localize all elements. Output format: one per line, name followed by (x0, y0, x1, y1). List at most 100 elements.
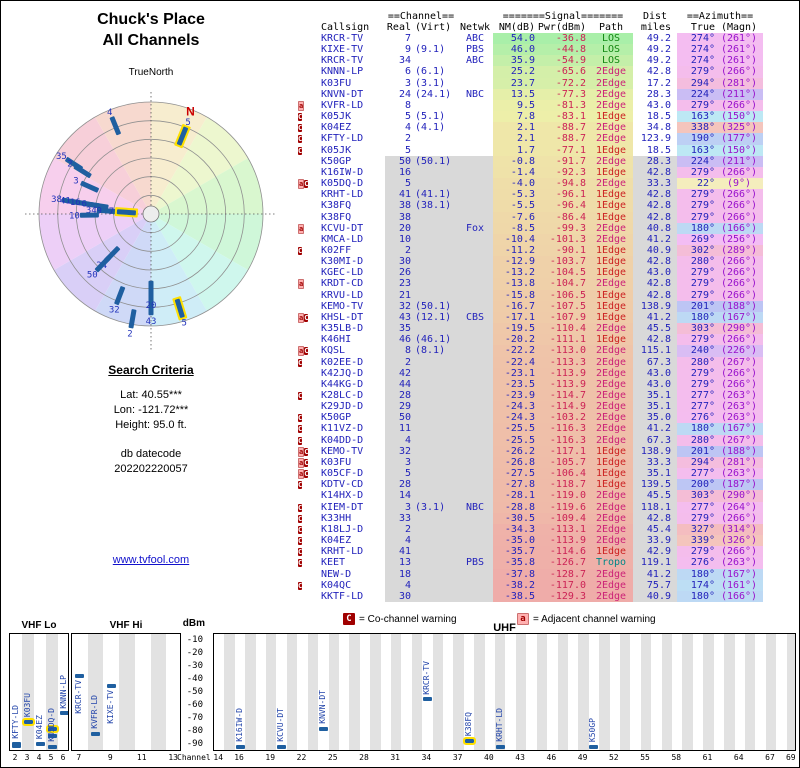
height-value: Height: 95.0 ft. (115, 419, 187, 431)
network-cell (457, 66, 493, 78)
adjacent-channel-badge: a (298, 100, 305, 111)
azimuth-true-cell: 240° (677, 345, 715, 357)
azimuth-magnetic-cell: (161°) (715, 579, 763, 591)
channel-stripe (349, 634, 360, 750)
azimuth-true-cell: 201° (677, 300, 715, 312)
distance-cell: 45.5 (633, 323, 677, 335)
virtual-channel-cell (411, 233, 457, 245)
callsign-cell: KRCR-TV (321, 55, 364, 67)
nm-cell: 25.2 (493, 66, 535, 78)
path-cell: 2Edge (589, 367, 633, 379)
channel-stripe (87, 634, 104, 750)
virtual-channel-cell (411, 490, 457, 502)
table-row: C K04DD-D 4 -25.5 -116.3 2Edge 67.3 280° (267°) (297, 434, 799, 446)
path-cell: 2Edge (589, 77, 633, 89)
bar-callsign-label: KFTY-LD (10, 705, 20, 739)
uhf-label: UHF (493, 622, 516, 634)
distance-cell: 118.1 (633, 501, 677, 513)
callsign-cell: K16IW-D (321, 166, 364, 178)
real-channel-cell: 2 (385, 356, 411, 368)
distance-cell: 115.1 (633, 345, 677, 357)
adjacent-channel-badge: a (298, 446, 305, 457)
power-cell: -65.6 (535, 66, 589, 78)
channel-tick-label: 58 (671, 753, 682, 762)
real-channel-cell: 28 (385, 479, 411, 491)
azimuth-magnetic-cell: (266°) (715, 267, 763, 279)
co-channel-badge: C (298, 124, 303, 133)
table-row: C KEET 13 PBS -35.8 -126.7 Tropo 119.1 276° (263°… (297, 557, 799, 569)
co-channel-badge: C (298, 581, 303, 590)
table-row: aC KQSL 8 (8.1) -22.2 -113.0 2Edge 115.1 240° (22… (297, 345, 799, 357)
power-cell: -106.4 (535, 468, 589, 480)
azimuth-magnetic-cell: (263°) (715, 557, 763, 569)
virtual-channel-cell (411, 222, 457, 234)
adjacent-channel-badge: a (298, 223, 305, 234)
virtual-channel-cell (411, 434, 457, 446)
azimuth-magnetic-cell: (263°) (715, 401, 763, 413)
callsign-cell: KGEC-LD (321, 267, 364, 279)
table-row: KEMO-TV 32 (50.1) -16.7 -107.5 1Edge 138.9 201°… (297, 300, 799, 312)
path-cell: 2Edge (589, 178, 633, 190)
table-row: C K02EE-D 2 -22.4 -113.3 2Edge 67.3 280° (267°) (297, 356, 799, 368)
real-channel-cell: 3 (385, 77, 411, 89)
warning-badges (297, 156, 321, 167)
power-cell: -104.7 (535, 278, 589, 290)
table-rows: KRCR-TV 7 ABC 54.0 -36.8 LOS 49.2 274° (261°) KIX… (297, 33, 799, 602)
table-row: KRVU-LD 21 -15.8 -106.5 1Edge 42.8 279° (266°) (297, 289, 799, 301)
warning-badges (297, 591, 321, 602)
power-cell: -91.7 (535, 155, 589, 167)
network-cell (457, 178, 493, 190)
channel-stripe (328, 634, 339, 750)
callsign-cell: KEET (321, 557, 346, 569)
real-channel-cell: 29 (385, 401, 411, 413)
co-channel-badge: C (304, 180, 309, 189)
network-cell: ABC (457, 55, 493, 67)
nm-cell: -28.1 (493, 490, 535, 502)
callsign-cell: NEW-D (321, 568, 352, 580)
azimuth-true-cell: 279° (677, 267, 715, 279)
power-cell: -116.3 (535, 423, 589, 435)
azimuth-true-cell: 277° (677, 468, 715, 480)
distance-cell: 123.9 (633, 133, 677, 145)
distance-cell: 40.9 (633, 244, 677, 257)
channel-tick-label: 28 (359, 753, 369, 762)
real-channel-cell: 46 (385, 334, 411, 346)
power-cell: -44.8 (535, 44, 589, 56)
distance-cell: 35.0 (633, 412, 677, 424)
warning-badges: aC (297, 345, 321, 357)
warning-badges (297, 44, 321, 55)
path-cell: 1Edge (589, 211, 633, 223)
warning-badges: C (297, 479, 321, 490)
channel-tick-label: 16 (234, 753, 244, 762)
real-channel-cell: 33 (385, 512, 411, 524)
channel-tick-label: 31 (390, 753, 400, 762)
bar-callsign-label: K50GP (588, 717, 598, 742)
path-cell: 2Edge (589, 423, 633, 435)
real-channel-cell: 5 (385, 144, 411, 156)
signal-bar (589, 745, 599, 749)
azimuth-true-header: True (690, 22, 715, 33)
tvfool-link[interactable]: www.tvfool.com (112, 554, 190, 566)
distance-cell: 67.3 (633, 356, 677, 368)
table-row: C K28LC-D 28 -23.9 -114.7 2Edge 35.1 277° (263°) (297, 390, 799, 402)
path-cell: 2Edge (589, 590, 633, 602)
azimuth-magnetic-cell: (9°) (715, 178, 763, 190)
channel-tick-label: 37 (452, 753, 463, 762)
nm-cell: -26.8 (493, 456, 535, 469)
channel-stripe (536, 634, 548, 750)
virtual-channel-cell (411, 568, 457, 580)
adjacent-channel-badge: a (298, 457, 305, 468)
azimuth-magnetic-cell: (266°) (715, 334, 763, 346)
virtual-channel-cell (411, 367, 457, 379)
signal-group-header: =======Signal======= (502, 11, 624, 22)
distance-cell: 119.1 (633, 557, 677, 569)
callsign-cell: K14HX-D (321, 490, 364, 502)
callsign-cell: K05CF-D (321, 468, 364, 480)
azimuth-magnetic-cell: (266°) (715, 66, 763, 78)
network-cell (457, 144, 493, 156)
callsign-cell: KDTV-CD (321, 479, 364, 491)
vhf-hi-label: VHF Hi (109, 620, 143, 631)
virtual-channel-cell: (8.1) (411, 345, 457, 357)
virtual-channel-cell (411, 390, 457, 402)
distance-cell: 42.8 (633, 289, 677, 301)
